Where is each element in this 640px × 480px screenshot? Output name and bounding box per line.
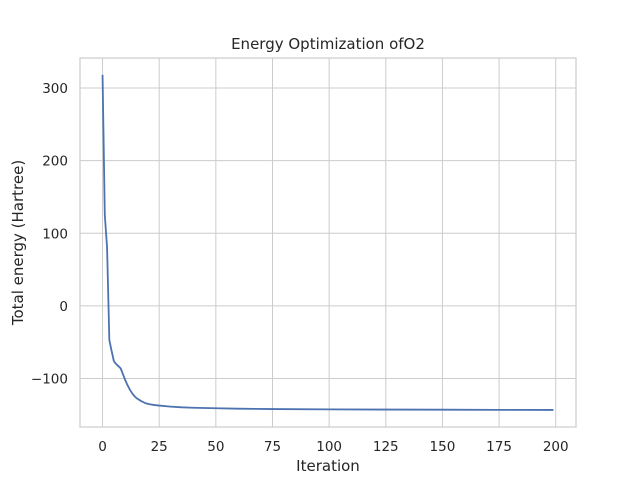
y-tick-label: 100 [42, 226, 68, 242]
x-tick-label: 0 [98, 439, 107, 455]
y-axis-title: Total energy (Hartree) [9, 160, 27, 326]
plot-frame [79, 57, 577, 428]
series-layer [101, 74, 554, 411]
y-tick-label: 0 [59, 299, 68, 315]
y-tick-label: −100 [31, 372, 68, 388]
energy-line [101, 74, 554, 411]
x-tick-label: 25 [151, 439, 168, 455]
y-tick-label: 200 [42, 154, 68, 170]
tick-labels: 0 25 50 75 100 125 150 175 200 −100 0 100 200 300 [31, 81, 569, 455]
x-axis-title: Iteration [296, 457, 360, 475]
x-tick-label: 75 [264, 439, 281, 455]
chart-title: Energy Optimization ofO2 [231, 35, 425, 53]
grid [80, 58, 576, 427]
x-tick-label: 125 [373, 439, 399, 455]
x-tick-label: 175 [486, 439, 512, 455]
x-tick-label: 100 [316, 439, 342, 455]
x-tick-label: 150 [430, 439, 456, 455]
y-tick-label: 300 [42, 81, 68, 97]
x-tick-label: 50 [207, 439, 224, 455]
x-tick-label: 200 [543, 439, 569, 455]
